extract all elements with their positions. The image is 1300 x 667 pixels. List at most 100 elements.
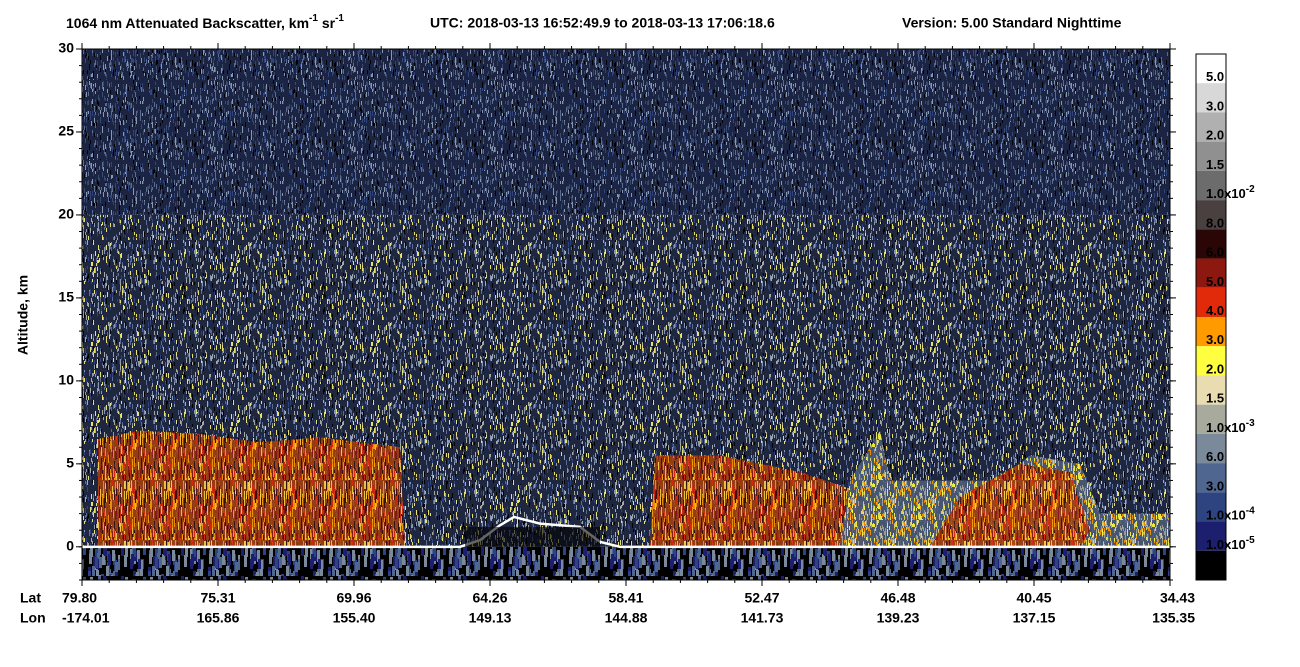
colorbar-swatch [1196,375,1226,405]
colorbar-label-text: 6.0 [1206,450,1224,465]
x-tick-label: 155.40 [333,610,376,626]
backscatter-texture [930,463,1090,547]
colorbar-label-exponent: -3 [1246,418,1255,429]
y-tick-label: 0 [66,538,74,554]
x-tick-label: 149.13 [469,610,512,626]
colorbar-swatch [1196,287,1226,317]
title-part: sr [318,15,336,31]
colorbar-swatch [1196,170,1226,201]
colorbar-label: 6.0 [1206,245,1224,260]
y-tick-label: 15 [58,289,74,305]
colorbar-label: 6.0 [1206,450,1224,465]
x-tick-label: 46.48 [880,590,915,606]
colorbar-swatch [1196,463,1226,493]
colorbar-swatch [1196,258,1226,288]
x-tick-label: 40.45 [1016,590,1051,606]
x-tick-label: 52.47 [744,590,779,606]
colorbar-label: 3.0 [1206,479,1224,494]
colorbar-swatch [1196,346,1226,376]
colorbar-label-text: 1.0x10 [1206,537,1246,552]
x-tick-label: 141.73 [741,610,784,626]
chart-title: 1064 nm Attenuated Backscatter, km-1 sr-… [66,13,344,31]
colorbar-swatch [1196,141,1226,171]
colorbar-label: 1.0x10-2 [1206,184,1255,202]
colorbar-label-text: 1.5 [1206,391,1224,406]
version-info: Version: 5.00 Standard Nighttime [902,15,1122,31]
x-tick-label: 139.23 [877,610,920,626]
y-tick-label: 30 [58,40,74,56]
x-row-label: Lat [20,590,41,606]
colorbar-label: 5.0 [1206,70,1224,85]
colorbar-label-text: 1.0x10 [1206,187,1246,202]
colorbar-swatch [1196,550,1226,580]
colorbar-label-text: 3.0 [1206,333,1224,348]
x-tick-label: 34.43 [1160,590,1195,606]
x-tick-label: 135.35 [1152,610,1195,626]
backscatter-texture [82,546,1170,580]
colorbar-label-text: 3.0 [1206,479,1224,494]
backscatter-texture [465,526,600,547]
time-info: UTC: 2018-03-13 16:52:49.9 to 2018-03-13… [430,15,775,31]
colorbar-label: 3.0 [1206,333,1224,348]
colorbar-label: 8.0 [1206,216,1224,231]
colorbar-label-text: 2.0 [1206,362,1224,377]
colorbar-label-text: 2.0 [1206,128,1224,143]
colorbar-swatch [1196,54,1226,84]
colorbar-label-text: 1.0x10 [1206,508,1246,523]
colorbar-swatch [1196,317,1226,347]
colorbar-swatch [1196,83,1226,113]
y-tick-label: 10 [58,372,74,388]
x-tick-label: 144.88 [605,610,648,626]
colorbar-label-text: 8.0 [1206,216,1224,231]
colorbar-label: 1.5 [1206,157,1224,172]
title-part: 1064 nm Attenuated Backscatter, km [66,15,309,31]
x-tick-label: 79.80 [62,590,97,606]
colorbar-label-text: 1.5 [1206,157,1224,172]
x-tick-label: 58.41 [608,590,643,606]
y-tick-label: 20 [58,206,74,222]
colorbar-label: 2.0 [1206,128,1224,143]
colorbar-label-text: 6.0 [1206,245,1224,260]
title-part: -1 [309,13,318,24]
backscatter-texture [98,430,405,547]
colorbar-label: 1.5 [1206,391,1224,406]
y-tick-label: 25 [58,123,74,139]
x-tick-label: 165.86 [197,610,240,626]
colorbar-label: 4.0 [1206,303,1224,318]
colorbar-swatch [1196,433,1226,464]
colorbar-label: 2.0 [1206,362,1224,377]
x-tick-label: 64.26 [472,590,507,606]
y-axis-label: Altitude, km [15,275,31,355]
colorbar-label-exponent: -2 [1246,184,1255,195]
colorbar-label-text: 5.0 [1206,70,1224,85]
colorbar-label-text: 4.0 [1206,303,1224,318]
colorbar-label-text: 1.0x10 [1206,420,1246,435]
backscatter-texture [82,49,1170,215]
backscatter-texture [650,455,870,547]
colorbar-swatch [1196,404,1226,434]
x-row-label: Lon [20,610,46,626]
x-tick-label: 75.31 [200,590,235,606]
y-tick-label: 5 [66,455,74,471]
colorbar-label-exponent: -5 [1246,534,1255,545]
colorbar-label-text: 3.0 [1206,99,1224,114]
colorbar-swatch [1196,200,1226,230]
colorbar-frame [1195,53,1227,581]
colorbar-swatch [1196,112,1226,142]
colorbar-label: 1.0x10-5 [1206,534,1255,552]
x-tick-label: 137.15 [1013,610,1056,626]
colorbar-swatch [1196,229,1226,259]
colorbar-label: 3.0 [1206,99,1224,114]
colorbar-swatch [1196,492,1226,522]
colorbar-label-text: 5.0 [1206,274,1224,289]
title-part: -1 [335,13,344,24]
colorbar-label: 1.0x10-3 [1206,418,1255,436]
x-tick-label: 69.96 [336,590,371,606]
colorbar-label: 5.0 [1206,274,1224,289]
colorbar-label: 1.0x10-4 [1206,505,1255,523]
colorbar-swatch [1196,521,1226,551]
x-tick-label: -174.01 [62,610,110,626]
colorbar-label-exponent: -4 [1246,505,1255,516]
